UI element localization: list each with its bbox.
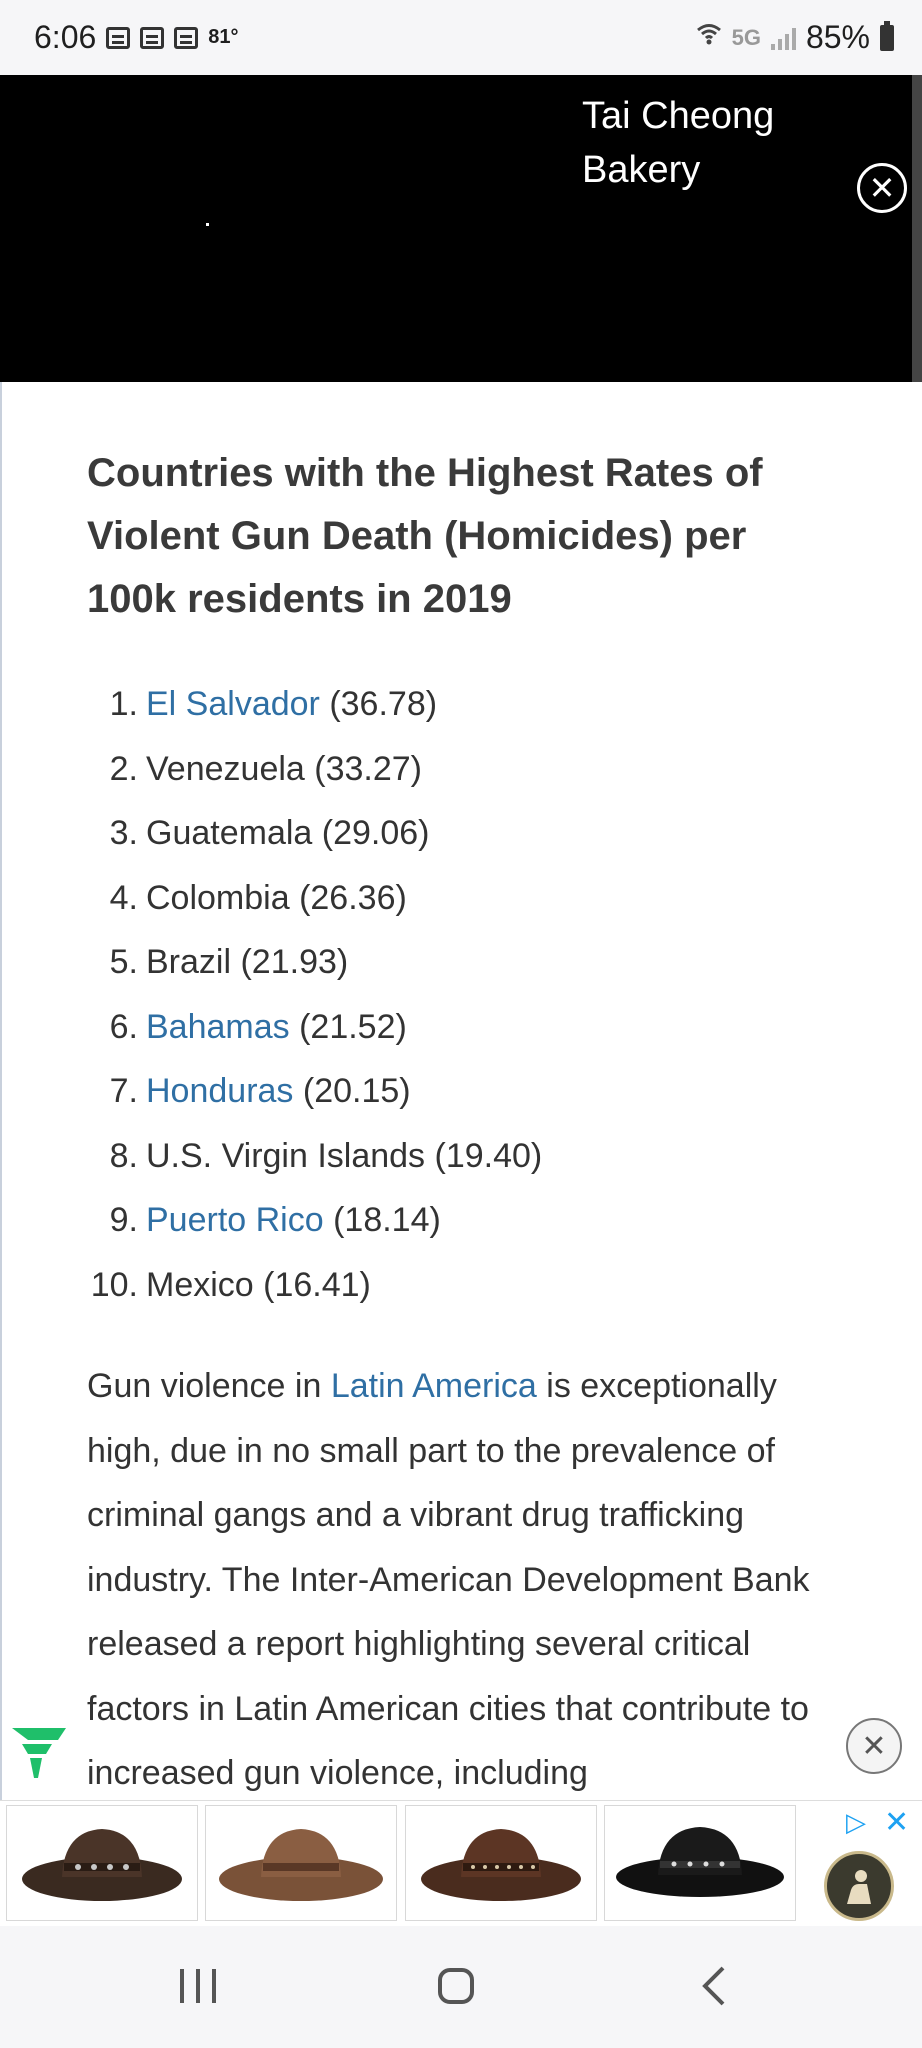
country-link-honduras[interactable]: Honduras xyxy=(146,1072,294,1110)
status-temperature: 81° xyxy=(208,26,239,48)
paragraph-text: Gun violence in xyxy=(87,1367,331,1405)
country-link-puerto-rico[interactable]: Puerto Rico xyxy=(146,1201,324,1239)
back-button[interactable] xyxy=(674,1946,754,2026)
list-value: (26.36) xyxy=(299,878,407,917)
list-item: 3. Guatemala (29.06) xyxy=(2,801,922,866)
list-number: 3. xyxy=(109,814,138,852)
list-value: (21.93) xyxy=(240,943,349,981)
status-right: 5G 85% xyxy=(696,19,894,56)
paragraph-text: is exceptionally high, due in no small p… xyxy=(87,1367,810,1792)
product-thumbnail[interactable] xyxy=(405,1805,597,1921)
list-item: 9. Puerto Rico (18.14) xyxy=(2,1188,922,1253)
country-link-el-salvador[interactable]: El Salvador xyxy=(146,685,320,723)
video-ad[interactable]: Tai Cheong Bakery ✕ xyxy=(0,75,922,382)
article-body: Countries with the Highest Rates of Viol… xyxy=(0,382,922,1800)
notification-icon xyxy=(140,26,165,49)
country-name: U.S. Virgin Islands xyxy=(146,1136,426,1175)
recent-apps-button[interactable] xyxy=(158,1946,238,2026)
list-value: (33.27) xyxy=(314,749,422,788)
hat-icon xyxy=(421,1829,581,1901)
list-number: 10. xyxy=(90,1265,138,1304)
product-thumbnail[interactable] xyxy=(604,1805,796,1921)
list-item: 5. Brazil (21.93) xyxy=(2,930,922,995)
battery-icon xyxy=(880,20,894,51)
article-heading: Countries with the Highest Rates of Viol… xyxy=(87,451,763,621)
list-number: 6. xyxy=(109,1007,138,1046)
country-name: Guatemala xyxy=(146,814,313,852)
notification-icon xyxy=(174,26,199,49)
ranked-list: 1. El Salvador (36.78) 2. Venezuela (33.… xyxy=(2,672,922,1317)
advertiser-logo-icon[interactable] xyxy=(824,1851,894,1921)
hat-icon xyxy=(22,1829,182,1901)
list-value: (29.06) xyxy=(321,814,430,852)
product-thumbnail[interactable] xyxy=(6,1805,198,1921)
list-value: (16.41) xyxy=(263,1265,371,1304)
notification-icon xyxy=(106,26,131,49)
list-number: 8. xyxy=(109,1136,138,1175)
close-icon[interactable]: ✕ xyxy=(857,163,907,213)
list-value: (21.52) xyxy=(299,1007,407,1046)
hat-icon xyxy=(219,1829,383,1901)
scrollbar[interactable] xyxy=(912,75,922,382)
home-button[interactable] xyxy=(416,1946,496,2026)
list-item: 2. Venezuela (33.27) xyxy=(2,737,922,802)
status-battery-level: 85% xyxy=(805,19,870,55)
list-value: (36.78) xyxy=(329,685,438,723)
list-item: 8. U.S. Virgin Islands (19.40) xyxy=(2,1124,922,1189)
status-time: 6:06 xyxy=(34,19,97,55)
status-bar: 6:06 81° 5G 85% xyxy=(0,0,922,75)
navigation-bar xyxy=(0,1926,922,2048)
list-number: 9. xyxy=(109,1201,138,1239)
country-name: Colombia xyxy=(146,878,290,917)
adchoices-icon[interactable]: ▷ xyxy=(846,1807,866,1837)
close-icon[interactable]: ✕ xyxy=(884,1806,910,1839)
list-item: 6. Bahamas (21.52) xyxy=(2,995,922,1060)
list-number: 1. xyxy=(109,685,138,723)
list-value: (20.15) xyxy=(302,1072,411,1110)
list-item: 7. Honduras (20.15) xyxy=(2,1059,922,1124)
banner-ad[interactable]: ▷ ✕ xyxy=(0,1800,922,1927)
list-value: (18.14) xyxy=(333,1201,441,1239)
list-value: (19.40) xyxy=(434,1136,543,1175)
list-item: 10. Mexico (16.41) xyxy=(2,1253,922,1318)
hat-icon xyxy=(616,1827,784,1897)
list-number: 4. xyxy=(109,878,138,917)
latin-america-link[interactable]: Latin America xyxy=(330,1367,537,1405)
article-paragraph: Gun violence in Latin America is excepti… xyxy=(87,1354,847,1800)
country-name: Brazil xyxy=(146,943,232,981)
brand-logo-icon[interactable] xyxy=(8,1720,70,1782)
list-item: 1. El Salvador (36.78) xyxy=(2,672,922,737)
country-name: Mexico xyxy=(146,1265,254,1304)
signal-icon xyxy=(770,26,796,50)
status-network: 5G xyxy=(731,24,761,50)
close-icon[interactable]: ✕ xyxy=(846,1718,902,1774)
country-name: Venezuela xyxy=(146,749,305,788)
video-ad-title: Tai Cheong Bakery xyxy=(582,95,775,191)
list-item: 4. Colombia (26.36) xyxy=(2,866,922,931)
list-number: 2. xyxy=(109,749,138,788)
video-frame-dot xyxy=(206,223,209,226)
list-number: 7. xyxy=(109,1072,138,1110)
list-number: 5. xyxy=(109,943,138,981)
product-thumbnail[interactable] xyxy=(205,1805,397,1921)
chevron-left-icon xyxy=(702,1966,725,2006)
status-left: 6:06 81° xyxy=(34,19,239,56)
country-link-bahamas[interactable]: Bahamas xyxy=(146,1007,290,1046)
home-icon xyxy=(438,1968,474,2004)
wifi-icon xyxy=(696,21,722,54)
